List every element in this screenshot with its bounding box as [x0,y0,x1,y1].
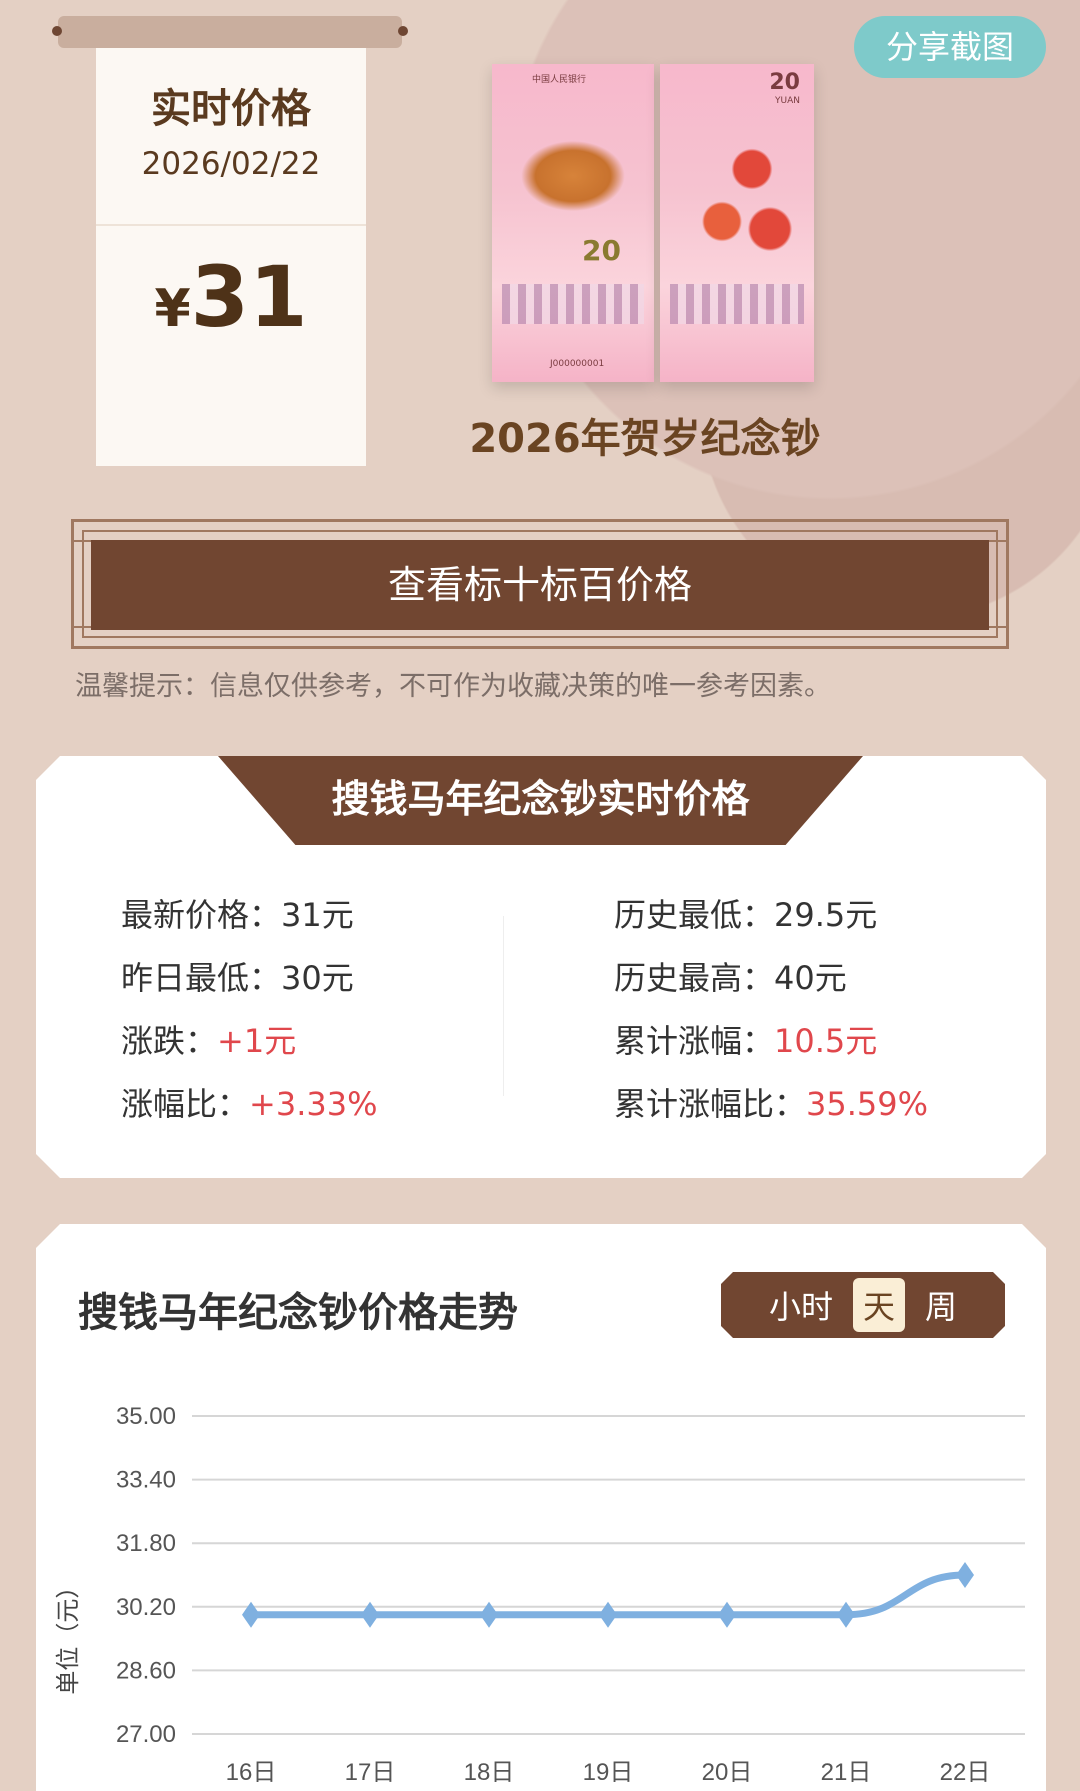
share-screenshot-button[interactable]: 分享截图 [854,16,1046,78]
stat-value: +1元 [217,1022,297,1060]
denomination: 20 [769,70,800,95]
banknote-back-image: 20 YUAN [660,64,814,382]
y-tick-label: 35.00 [116,1403,176,1430]
security-band [670,284,804,324]
toggle-week[interactable]: 周 [925,1288,958,1326]
denomination: 20 [582,234,621,267]
stat-row: 历史最高：40元 [614,953,847,999]
x-tick-label: 19日 [583,1759,634,1786]
stat-value: 30元 [281,959,354,997]
data-point[interactable] [599,1602,617,1628]
bank-name: 中国人民银行 [532,75,587,85]
realtime-price-card: 实时价格 2026/02/22 ¥31 [96,48,366,466]
currency-symbol: ¥ [154,279,191,339]
divider [96,224,366,226]
stat-label: 累计涨幅： [614,1022,775,1060]
current-price: ¥31 [96,248,366,346]
stat-label: 累计涨幅比： [614,1085,807,1123]
stat-value: 10.5元 [774,1022,878,1060]
data-point[interactable] [956,1562,974,1588]
banknote-front-image: 中国人民银行 20 J000000001 [492,64,654,382]
trend-title: 搜钱马年纪念钞价格走势 [78,1290,518,1336]
y-tick-label: 33.40 [116,1467,176,1494]
price-trend-card: 搜钱马年纪念钞价格走势 小时 天 周 35.00 33.40 31.80 30.20 2… [36,1224,1046,1791]
x-tick-label: 21日 [821,1759,872,1786]
y-tick-label: 27.00 [116,1721,176,1748]
stat-row: 累计涨幅比：35.59% [614,1079,928,1125]
x-tick-label: 20日 [702,1759,753,1786]
stat-value: 31元 [281,896,354,934]
horse-artwork [514,136,632,216]
price-value: 31 [190,248,308,346]
stat-value: 35.59% [806,1085,929,1123]
realtime-stats-card: 搜钱马年纪念钞实时价格 最新价格：31元 昨日最低：30元 涨跌：+1元 涨幅比：+3… [36,756,1046,1178]
stat-row: 累计涨幅：10.5元 [614,1016,877,1062]
y-tick-label: 30.20 [116,1594,176,1621]
stat-label: 涨跌： [121,1022,218,1060]
security-band [502,284,644,324]
children-artwork [680,124,800,274]
x-tick-label: 17日 [345,1759,396,1786]
stat-label: 历史最低： [614,896,775,934]
stat-row: 涨跌：+1元 [121,1016,296,1062]
stat-row: 历史最低：29.5元 [614,890,877,936]
price-line-chart: 35.00 33.40 31.80 30.20 28.60 27.00 16日 17日 18日 1… [36,1224,1046,1791]
data-point[interactable] [480,1602,498,1628]
price-card-title: 实时价格 [151,86,311,132]
stat-value: +3.33% [249,1085,378,1123]
y-tick-label: 28.60 [116,1657,176,1684]
data-point[interactable] [718,1602,736,1628]
scroll-rod [52,16,408,48]
stats-title: 搜钱马年纪念钞实时价格 [218,756,863,845]
toggle-hour[interactable]: 小时 [768,1288,833,1326]
data-point[interactable] [837,1602,855,1628]
period-toggle: 小时 天 周 [721,1272,1005,1338]
stat-label: 涨幅比： [121,1085,250,1123]
y-tick-label: 31.80 [116,1530,176,1557]
data-point[interactable] [361,1602,379,1628]
stat-row: 昨日最低：30元 [121,953,354,999]
price-date: 2026/02/22 [141,146,321,182]
stat-row: 最新价格：31元 [121,890,354,936]
x-tick-label: 16日 [226,1759,277,1786]
stat-row: 涨幅比：+3.33% [121,1079,377,1125]
stat-label: 昨日最低： [121,959,282,997]
serial-number: J000000001 [550,359,605,369]
stat-label: 历史最高： [614,959,775,997]
disclaimer-tip: 温馨提示：信息仅供参考，不可作为收藏决策的唯一参考因素。 [75,671,831,702]
stat-value: 40元 [774,959,847,997]
toggle-day[interactable]: 天 [853,1278,905,1332]
currency: YUAN [775,96,800,106]
data-point[interactable] [242,1602,260,1628]
x-tick-label: 18日 [464,1759,515,1786]
x-tick-label: 22日 [940,1759,991,1786]
column-divider [503,916,504,1096]
stat-label: 最新价格： [121,896,282,934]
product-title: 2026年贺岁纪念钞 [469,416,821,462]
y-axis-label: 单位（元） [54,1575,82,1695]
view-price-button[interactable]: 查看标十标百价格 [91,540,989,630]
stat-value: 29.5元 [774,896,878,934]
